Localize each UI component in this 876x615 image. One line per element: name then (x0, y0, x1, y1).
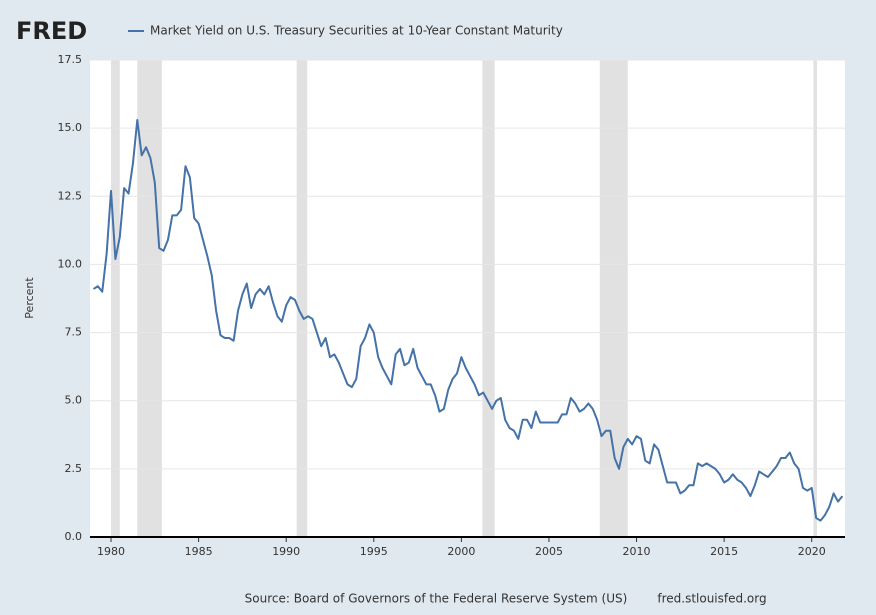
y-tick-label: 12.5 (58, 189, 83, 202)
x-tick-label: 2010 (623, 545, 651, 558)
legend-label: Market Yield on U.S. Treasury Securities… (150, 24, 563, 38)
recession-band (599, 60, 628, 537)
x-tick-label: 2000 (447, 545, 475, 558)
x-tick-label: 1980 (97, 545, 125, 558)
x-tick-label: 2020 (798, 545, 826, 558)
site: fred.stlouisfed.org (657, 592, 766, 606)
line-series (92, 118, 844, 522)
y-tick-label: 0.0 (65, 530, 83, 543)
recession-band (482, 60, 495, 537)
x-tick-label: 1995 (360, 545, 388, 558)
x-tick-label: 1990 (272, 545, 300, 558)
x-tick-label: 1985 (185, 545, 213, 558)
y-tick-label: 5.0 (65, 394, 83, 407)
y-tick-label: 10.0 (58, 257, 83, 270)
y-tick-label: 2.5 (65, 462, 83, 475)
logo: FRED (16, 17, 87, 45)
recession-band (137, 60, 162, 537)
y-axis-label: Percent (23, 277, 36, 319)
recession-band (111, 60, 120, 537)
y-tick-label: 7.5 (65, 326, 83, 339)
source: Source: Board of Governors of the Federa… (245, 592, 628, 606)
recession-band (296, 60, 308, 537)
recession-band (813, 60, 817, 537)
y-tick-label: 17.5 (58, 53, 83, 66)
plot-area (90, 60, 845, 537)
x-tick-label: 2015 (710, 545, 738, 558)
x-tick-label: 2005 (535, 545, 563, 558)
y-tick-label: 15.0 (58, 121, 83, 134)
